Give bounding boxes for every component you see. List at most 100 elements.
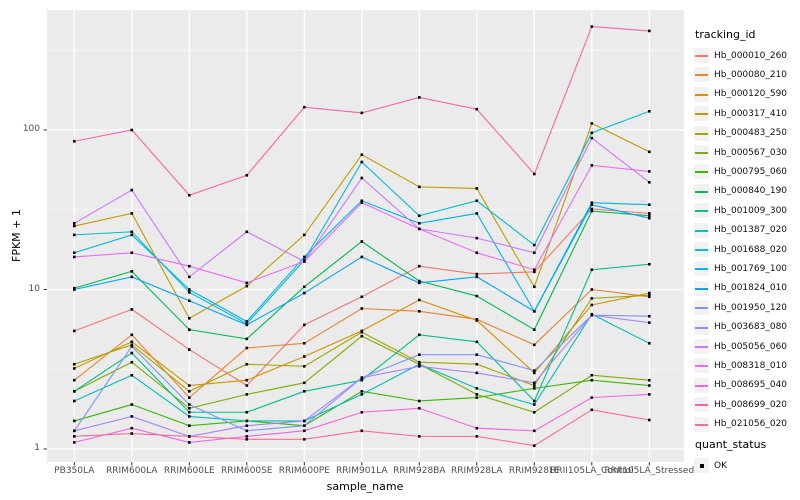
data-point: [130, 403, 134, 406]
data-point: [245, 384, 249, 387]
data-point: [533, 381, 536, 385]
legend-label: Hb_000010_260: [714, 50, 788, 61]
data-point: [648, 109, 651, 113]
data-point: [648, 314, 651, 318]
data-point: [188, 275, 191, 279]
data-point: [475, 107, 479, 111]
data-point: [590, 378, 594, 382]
legend-item-Hb_008695_040: Hb_008695_040: [694, 377, 787, 394]
x-axis-title: sample_name: [326, 480, 404, 493]
legend-label: Hb_000840_190: [714, 186, 788, 197]
data-point: [245, 435, 249, 438]
data-point: [130, 275, 134, 279]
data-point: [590, 268, 594, 272]
data-point: [188, 348, 191, 351]
data-point: [648, 393, 651, 396]
data-point: [73, 378, 76, 382]
data-point: [648, 341, 651, 345]
data-point: [360, 255, 364, 259]
data-point: [360, 376, 364, 379]
data-point: [245, 320, 249, 323]
legend-label: OK: [714, 460, 727, 471]
data-point: [533, 172, 536, 176]
data-point: [648, 170, 651, 173]
legend-key: [694, 339, 709, 354]
data-point: [418, 298, 421, 302]
legend-key: [694, 358, 709, 374]
legend-line-swatch-icon: [695, 74, 708, 77]
legend-key: [694, 164, 709, 180]
data-point: [590, 136, 594, 140]
x-tick-label: PB350LA: [54, 466, 95, 476]
line-chart-panel: [43, 10, 684, 466]
data-point: [590, 297, 594, 300]
data-point: [188, 441, 191, 444]
data-point: [245, 429, 249, 433]
data-point: [303, 260, 306, 263]
data-point: [475, 426, 479, 430]
data-point: [590, 396, 594, 399]
data-point: [533, 285, 536, 289]
legend-item-Hb_000840_190: Hb_000840_190: [694, 183, 787, 200]
legend-key: [694, 397, 709, 413]
legend-line-swatch-icon: [695, 132, 708, 135]
legend-key: [694, 242, 709, 257]
data-point: [188, 403, 191, 406]
legend-line-swatch-icon: [695, 287, 708, 290]
legend-label: Hb_001387_020: [714, 225, 788, 236]
data-point: [533, 444, 536, 447]
legend-key: [694, 280, 709, 296]
legend-label: Hb_001688_020: [714, 244, 788, 255]
legend-line-swatch-icon: [695, 365, 708, 368]
x-tick-label: RRIM928BA: [393, 466, 446, 476]
data-point: [245, 419, 249, 423]
legend-label: Hb_000795_060: [714, 166, 788, 177]
data-point: [533, 343, 536, 347]
data-point: [130, 343, 134, 347]
data-point: [590, 288, 594, 291]
x-tick-label: RRIM600SE: [221, 466, 273, 476]
data-point: [360, 111, 364, 115]
data-point: [475, 396, 479, 399]
legend-key: [694, 300, 709, 316]
data-point: [648, 378, 651, 382]
data-point: [590, 122, 594, 125]
data-point: [533, 369, 536, 372]
data-point: [130, 345, 134, 348]
data-point: [188, 288, 191, 291]
legend-line-swatch-icon: [695, 93, 708, 96]
legend-line-swatch-icon: [695, 249, 708, 251]
data-point: [245, 337, 249, 341]
data-point: [303, 255, 306, 259]
data-point: [648, 203, 651, 207]
legend-label: Hb_001950_120: [714, 302, 788, 313]
legend-item-Hb_001769_100: Hb_001769_100: [694, 260, 787, 277]
data-point: [360, 393, 364, 396]
data-point: [648, 262, 651, 266]
legend-items: Hb_000010_260 Hb_000080_210 Hb_000120_590 H…: [694, 47, 800, 435]
data-point: [648, 321, 651, 324]
data-point: [418, 435, 421, 438]
legend-label: Hb_000567_030: [714, 147, 788, 158]
data-point: [475, 362, 479, 366]
data-point: [73, 362, 76, 366]
legend-label: Hb_008699_020: [714, 399, 788, 410]
quant-status-legend: quant_status OK: [694, 438, 766, 473]
data-point: [475, 236, 479, 240]
legend-line-swatch-icon: [695, 229, 708, 232]
y-tick-label: 100: [22, 124, 40, 134]
data-point: [648, 181, 651, 184]
data-point: [245, 230, 249, 234]
legend-key: [694, 145, 709, 160]
data-point: [418, 399, 421, 403]
data-point: [648, 150, 651, 154]
legend-item-Hb_003683_080: Hb_003683_080: [694, 319, 787, 336]
data-point: [130, 432, 134, 435]
data-point: [188, 264, 191, 268]
data-point: [533, 243, 536, 247]
legend-label: Hb_001009_300: [714, 205, 788, 216]
data-point: [130, 270, 134, 273]
legend-label: Hb_000080_210: [714, 69, 788, 80]
data-point: [475, 393, 479, 396]
data-point: [73, 329, 76, 333]
